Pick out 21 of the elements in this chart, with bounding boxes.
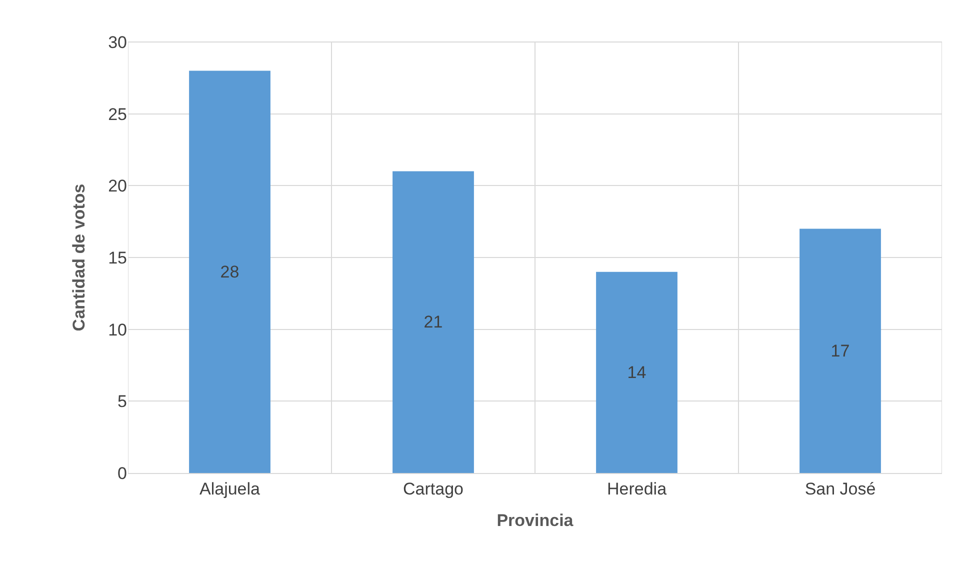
bar xyxy=(596,272,678,473)
x-tick-label: Cartago xyxy=(403,479,464,498)
x-tick-label: San José xyxy=(804,479,876,498)
bar xyxy=(800,228,881,473)
bar xyxy=(189,70,270,473)
data-label: 14 xyxy=(627,362,646,382)
y-tick-label: 15 xyxy=(108,248,127,268)
y-tick-label: 25 xyxy=(108,104,127,124)
y-axis-title: Cantidad de votos xyxy=(70,184,89,332)
data-label: 21 xyxy=(424,312,443,332)
x-tick-label: Heredia xyxy=(606,479,668,498)
y-tick-label: 0 xyxy=(118,464,127,483)
y-tick-label: 10 xyxy=(108,320,127,340)
x-axis-title: Provincia xyxy=(496,510,574,530)
y-tick-label: 30 xyxy=(108,32,127,52)
x-tick-label: Alajuela xyxy=(200,479,261,498)
data-label: 17 xyxy=(830,341,850,360)
y-tick-label: 20 xyxy=(108,176,127,196)
y-tick-label: 5 xyxy=(118,392,127,412)
data-label: 28 xyxy=(220,262,240,282)
bar xyxy=(392,171,474,473)
